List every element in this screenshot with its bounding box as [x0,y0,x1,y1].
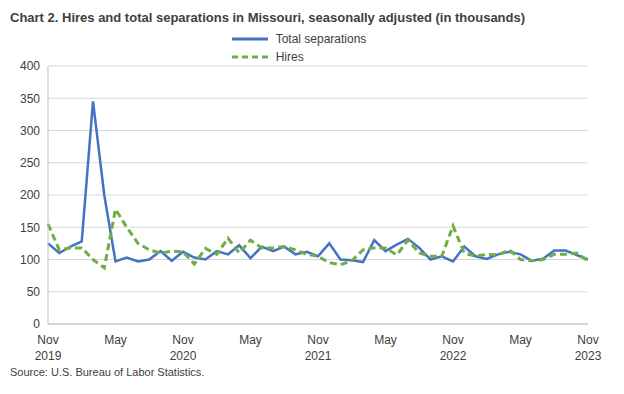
svg-text:200: 200 [20,188,40,202]
svg-text:150: 150 [20,221,40,235]
svg-text:350: 350 [20,92,40,106]
svg-text:May: May [509,333,532,347]
html-text:Total separations: Total separations [275,32,367,46]
svg-text:May: May [104,333,127,347]
html-text:Chart 2. Hires and total separ: Chart 2. Hires and total separations in … [10,10,526,25]
svg-text:Nov2022: Nov2022 [440,333,467,363]
html-text:Hires: Hires [275,50,304,64]
svg-text:May: May [374,333,397,347]
svg-text:250: 250 [20,156,40,170]
svg-text:300: 300 [20,124,40,138]
svg-text:May: May [239,333,262,347]
svg-text:50: 50 [27,285,41,299]
svg-text:100: 100 [20,253,40,267]
html-text:Source: U.S. Bureau of Labor S: Source: U.S. Bureau of Labor Statistics. [10,366,205,378]
svg-text:400: 400 [20,59,40,73]
svg-text:Nov2019: Nov2019 [35,333,62,363]
svg-text:Nov2023: Nov2023 [575,333,602,363]
svg-text:0: 0 [33,317,40,331]
svg-text:Nov2021: Nov2021 [305,333,332,363]
svg-text:Nov2020: Nov2020 [170,333,197,363]
